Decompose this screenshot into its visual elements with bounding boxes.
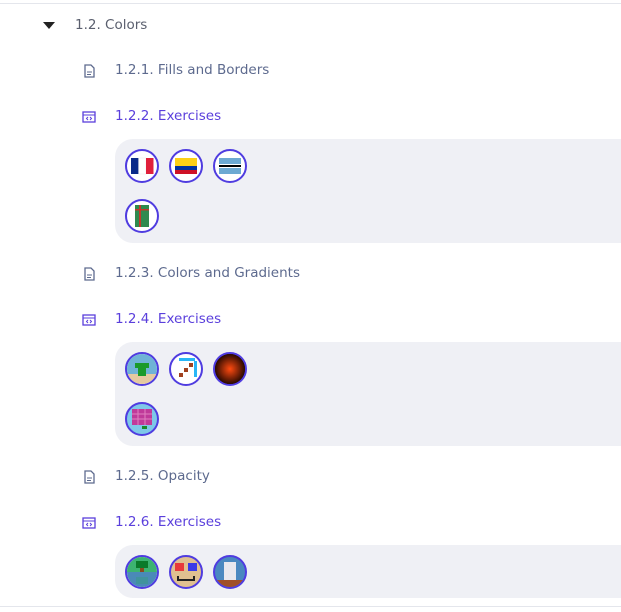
document-icon (84, 64, 95, 78)
thumbnail-tree-reflection[interactable] (125, 555, 159, 589)
code-window-icon (82, 517, 96, 529)
code-window-icon (82, 111, 96, 123)
thumbnail-red-sunset-glow[interactable] (213, 352, 247, 386)
exercises-link-1-2-4[interactable]: 1.2.4. Exercises (115, 311, 222, 327)
code-window-icon (82, 314, 96, 326)
thumbnail-staircase[interactable] (169, 352, 203, 386)
exercises-link-1-2-6[interactable]: 1.2.6. Exercises (115, 514, 222, 530)
lesson-link-fills-borders[interactable]: 1.2.1. Fills and Borders (115, 62, 270, 78)
caret-down-icon (43, 22, 55, 29)
thumbnail-glass-cylinder[interactable] (213, 555, 247, 589)
document-icon (84, 470, 95, 484)
lesson-link-opacity[interactable]: 1.2.5. Opacity (115, 468, 210, 484)
exercise-thumbnails-panel (115, 342, 621, 446)
thumbnail-botswana-flag[interactable] (213, 149, 247, 183)
exercises-link-1-2-2[interactable]: 1.2.2. Exercises (115, 108, 222, 124)
lesson-link-colors-gradients[interactable]: 1.2.3. Colors and Gradients (115, 265, 300, 281)
top-divider (0, 3, 621, 4)
thumbnail-green-pipe[interactable] (125, 352, 159, 386)
thumbnail-france-flag[interactable] (125, 149, 159, 183)
thumbnail-face-3d-glasses[interactable] (169, 555, 203, 589)
thumbnail-colombia-flag[interactable] (169, 149, 203, 183)
exercise-thumbnails-panel (115, 545, 621, 598)
document-icon (84, 267, 95, 281)
bottom-divider (0, 606, 621, 607)
thumbnail-pink-grid-flag[interactable] (125, 402, 159, 436)
section-title: 1.2. Colors (75, 17, 148, 33)
thumbnail-green-gift-box[interactable] (125, 199, 159, 233)
exercise-thumbnails-panel (115, 139, 621, 243)
